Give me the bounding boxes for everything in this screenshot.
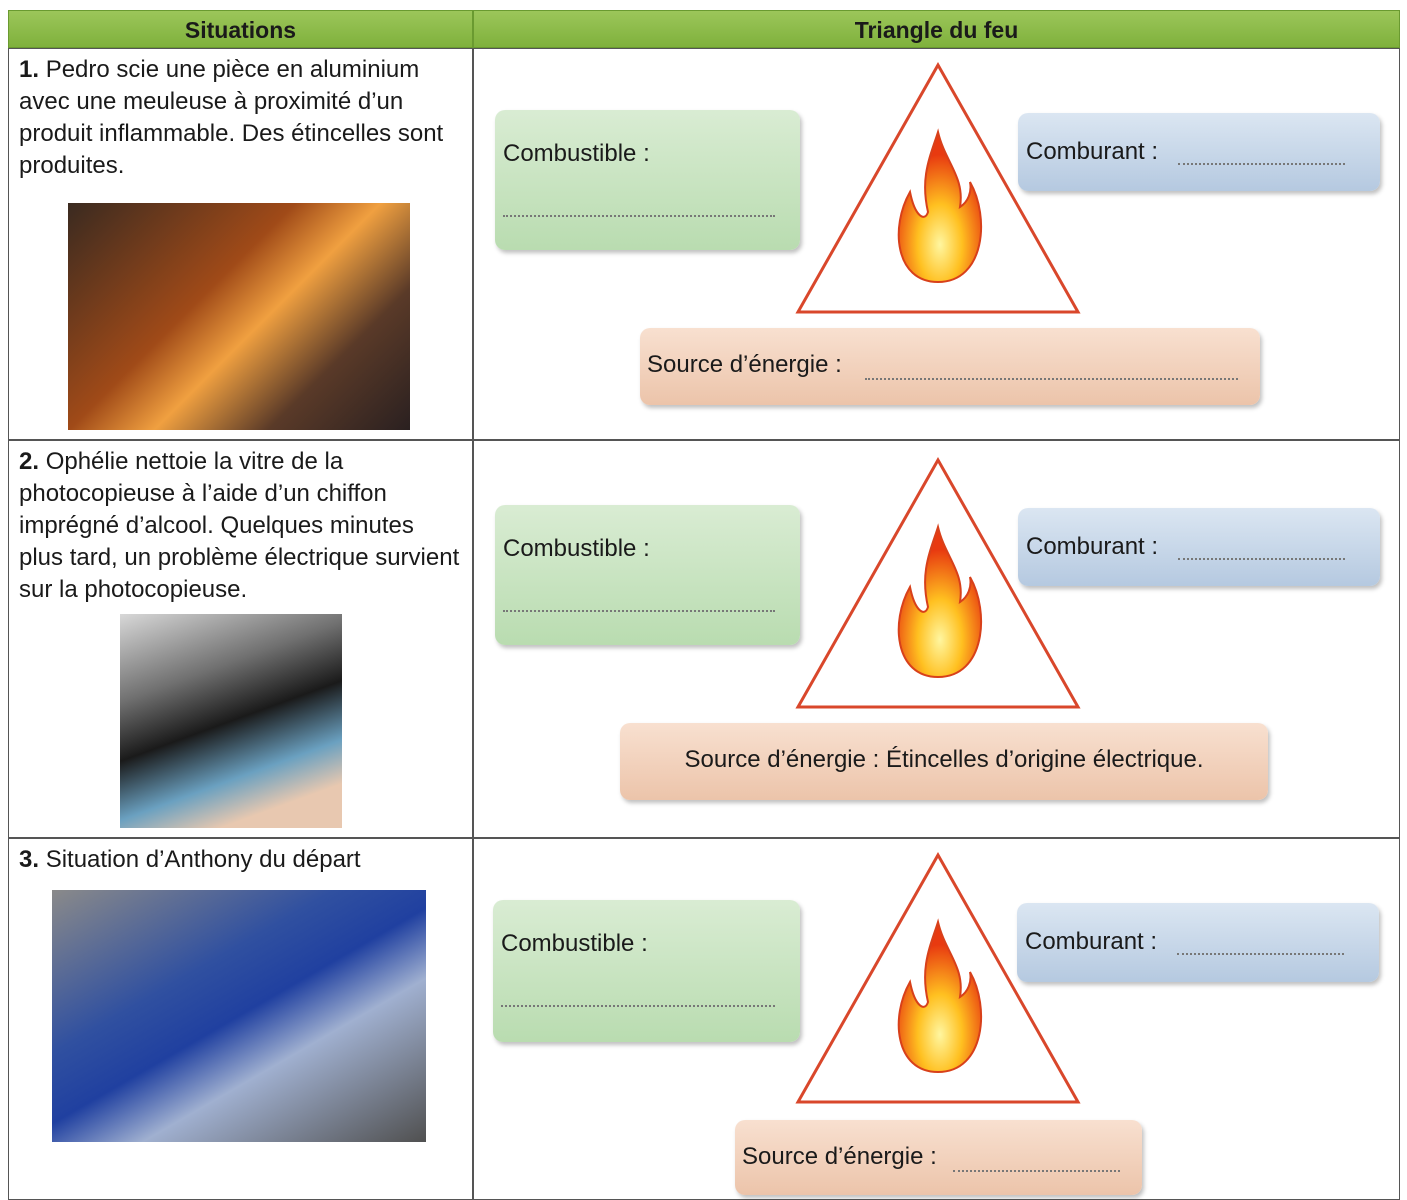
situation-number: 1.	[19, 56, 40, 83]
situation-number: 3.	[19, 846, 40, 873]
triangle-outline	[795, 61, 1081, 314]
combustible-label: Combustible :	[501, 930, 648, 957]
source-label: Source d’énergie :	[742, 1143, 937, 1170]
situation-number: 2.	[19, 448, 40, 475]
combustible-label: Combustible :	[503, 535, 650, 562]
situation-text: 2. Ophélie nettoie la vitre de la photoc…	[19, 446, 464, 606]
answer-line	[865, 378, 1238, 380]
source-label: Source d’énergie : Étincelles d’origine …	[684, 746, 1204, 773]
situation-description: Situation d’Anthony du départ	[45, 846, 361, 873]
situation-photo	[52, 890, 426, 1142]
header-triangle: Triangle du feu	[473, 10, 1400, 48]
situation-text: 3. Situation d’Anthony du départ	[19, 844, 464, 876]
comburant-label: Comburant :	[1026, 533, 1159, 560]
situation-description: Pedro scie une pièce en aluminium avec u…	[19, 56, 444, 179]
flame	[897, 128, 983, 284]
comburant-box: Comburant :	[1018, 508, 1380, 586]
answer-line	[1177, 953, 1344, 955]
combustible-label: Combustible :	[503, 140, 650, 167]
flame	[897, 918, 983, 1074]
header-situations: Situations	[8, 10, 473, 48]
answer-line	[503, 215, 775, 217]
row-left-cell	[8, 48, 473, 440]
situation-description: Ophélie nettoie la vitre de la photocopi…	[19, 448, 460, 603]
row-right-cell	[473, 440, 1400, 838]
answer-line	[501, 1005, 775, 1007]
situation-photo	[68, 203, 410, 430]
row-right-cell	[473, 48, 1400, 440]
source-box: Source d’énergie : Étincelles d’origine …	[620, 723, 1268, 800]
fire-triangle	[795, 851, 1081, 1104]
answer-line	[503, 610, 775, 612]
combustible-box: Combustible :	[495, 505, 800, 645]
flame	[897, 523, 983, 679]
fire-triangle	[795, 456, 1081, 709]
comburant-box: Comburant :	[1017, 903, 1379, 982]
source-box: Source d’énergie :	[735, 1120, 1142, 1195]
answer-line	[1178, 163, 1345, 165]
comburant-box: Comburant :	[1018, 113, 1380, 191]
situation-photo	[120, 614, 342, 828]
fire-triangle	[795, 61, 1081, 314]
triangle-outline	[795, 456, 1081, 709]
comburant-label: Comburant :	[1026, 138, 1159, 165]
comburant-label: Comburant :	[1025, 928, 1158, 955]
answer-line	[953, 1170, 1120, 1172]
answer-line	[1178, 558, 1345, 560]
source-label: Source d’énergie :	[647, 351, 842, 378]
combustible-box: Combustible :	[493, 900, 800, 1042]
row-left-cell	[8, 440, 473, 838]
combustible-box: Combustible :	[495, 110, 800, 250]
triangle-outline	[795, 851, 1081, 1104]
situation-text: 1. Pedro scie une pièce en aluminium ave…	[19, 54, 464, 182]
source-box: Source d’énergie :	[640, 328, 1260, 405]
